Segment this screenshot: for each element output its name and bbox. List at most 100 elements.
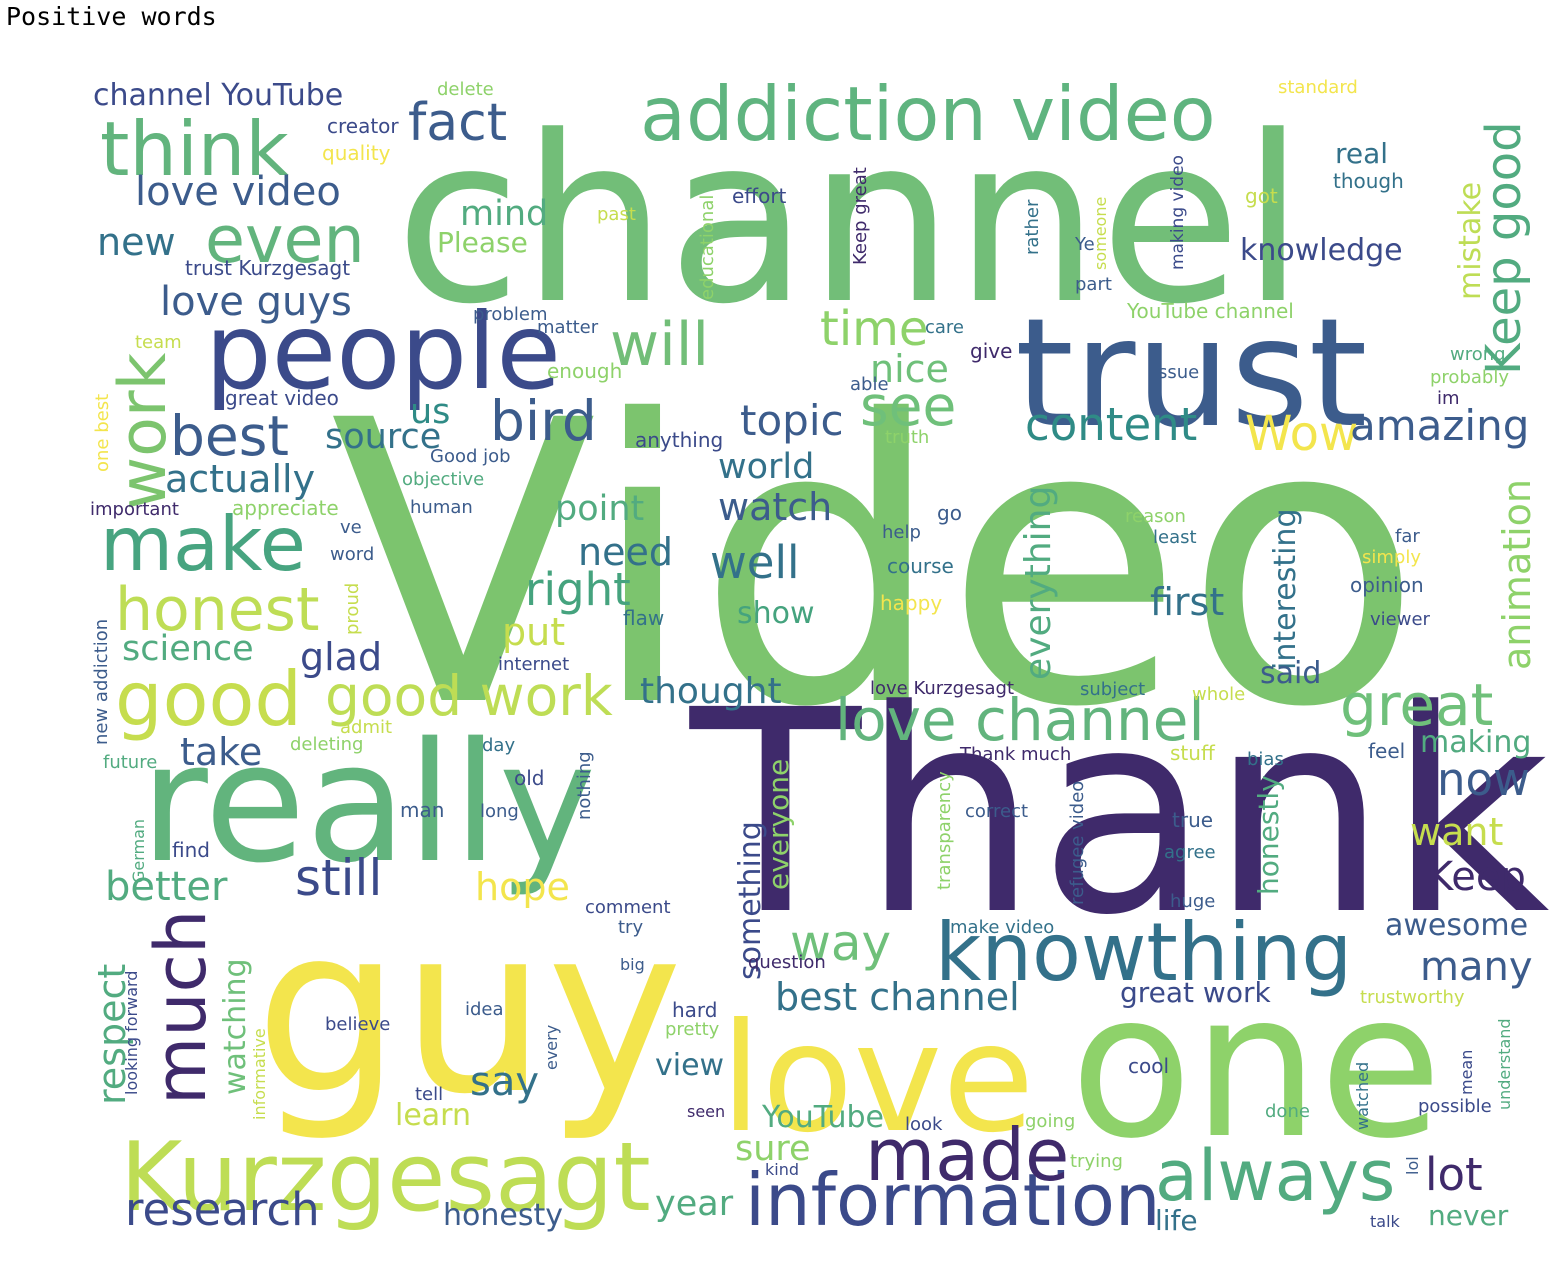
cloud-word-transparency: transparency bbox=[934, 771, 955, 890]
cloud-word-bias: bias bbox=[1247, 749, 1284, 770]
cloud-word-old: old bbox=[514, 766, 545, 790]
cloud-word-life: life bbox=[1155, 1204, 1198, 1237]
cloud-word-honestly: honestly bbox=[1252, 775, 1285, 895]
cloud-word-think: think bbox=[100, 105, 289, 193]
cloud-word-best-channel: best channel bbox=[775, 975, 1020, 1019]
cloud-word-respect: respect bbox=[90, 964, 134, 1105]
cloud-word-believe: believe bbox=[325, 1014, 390, 1035]
cloud-word-done: done bbox=[1265, 1101, 1310, 1122]
cloud-word-keep-good: Keep good bbox=[1476, 121, 1532, 375]
cloud-word-knowledge: knowledge bbox=[1240, 233, 1403, 268]
cloud-word-information: information bbox=[745, 1158, 1161, 1242]
cloud-word-point: point bbox=[555, 489, 644, 529]
cloud-word-good-work: good work bbox=[325, 664, 613, 728]
cloud-word-big: big bbox=[620, 955, 645, 974]
cloud-word-hard: hard bbox=[672, 998, 718, 1022]
cloud-word-watch: watch bbox=[718, 485, 832, 529]
cloud-word-looking-forward: looking forward bbox=[122, 971, 141, 1095]
cloud-word-even: even bbox=[205, 203, 365, 278]
cloud-word-making-video: making video bbox=[1168, 155, 1188, 270]
cloud-word-great-work: great work bbox=[1120, 976, 1271, 1009]
cloud-word-glad: glad bbox=[300, 635, 382, 679]
cloud-word-huge: huge bbox=[1170, 891, 1215, 912]
cloud-word-source: source bbox=[325, 417, 441, 457]
cloud-word-past: past bbox=[597, 204, 636, 225]
cloud-word-one-best: one best bbox=[92, 394, 113, 472]
cloud-word-proud: proud bbox=[342, 583, 363, 635]
cloud-word-made: made bbox=[865, 1113, 1069, 1197]
cloud-word-show: show bbox=[737, 596, 815, 631]
cloud-word-possible: possible bbox=[1418, 1096, 1492, 1117]
cloud-word-im: im bbox=[1437, 388, 1460, 409]
cloud-word-love-guys: love guys bbox=[160, 279, 352, 325]
cloud-word-better: better bbox=[105, 864, 228, 910]
cloud-word-good: good bbox=[115, 655, 302, 743]
cloud-word-love: love bbox=[720, 992, 1035, 1166]
cloud-word-kind: kind bbox=[765, 1160, 799, 1179]
cloud-word-future: future bbox=[103, 752, 157, 773]
cloud-word-everything: everything bbox=[1018, 486, 1059, 680]
cloud-word-look: look bbox=[905, 1114, 943, 1135]
cloud-word-honest: honest bbox=[115, 575, 319, 645]
cloud-word-anything: anything bbox=[635, 428, 723, 452]
cloud-word-take: take bbox=[180, 730, 262, 774]
cloud-word-watching: watching bbox=[218, 958, 253, 1095]
cloud-word-every: every bbox=[542, 1025, 561, 1070]
cloud-word-try: try bbox=[618, 917, 643, 938]
cloud-word-find: find bbox=[172, 838, 210, 862]
cloud-word-bird: bird bbox=[490, 389, 597, 453]
cloud-word-pretty: pretty bbox=[665, 1019, 720, 1040]
cloud-word-talk: talk bbox=[1370, 1212, 1401, 1231]
cloud-word-effort: effort bbox=[732, 184, 787, 208]
cloud-word-cool: cool bbox=[1128, 1054, 1169, 1078]
cloud-word-go: go bbox=[937, 501, 962, 525]
cloud-word-hope: hope bbox=[475, 865, 570, 909]
cloud-word-enough: enough bbox=[547, 359, 622, 383]
cloud-word-someone: someone bbox=[1091, 197, 1110, 270]
cloud-word-see: see bbox=[860, 374, 956, 438]
cloud-word-simply: simply bbox=[1362, 547, 1421, 568]
cloud-word-kurzgesagt: Kurzgesagt bbox=[120, 1123, 651, 1233]
cloud-word-youtube-channel: YouTube channel bbox=[1126, 299, 1294, 323]
cloud-word-word: word bbox=[330, 544, 374, 565]
cloud-word-wrong: wrong bbox=[1450, 344, 1506, 365]
cloud-word-team: team bbox=[135, 332, 182, 353]
cloud-word-admit: admit bbox=[340, 717, 392, 738]
cloud-word-one: one bbox=[1070, 950, 1442, 1183]
cloud-word-keep: Keep bbox=[1427, 854, 1526, 900]
cloud-word-mean: mean bbox=[1457, 1050, 1476, 1095]
cloud-word-world: world bbox=[718, 447, 814, 487]
cloud-word-subject: subject bbox=[1080, 679, 1145, 700]
cloud-word-educational: educational bbox=[697, 195, 718, 300]
cloud-word-now: now bbox=[1437, 753, 1530, 806]
cloud-word-say: say bbox=[470, 1059, 539, 1105]
cloud-word-ve: ve bbox=[340, 517, 362, 538]
cloud-word-science: science bbox=[122, 629, 254, 669]
cloud-word-first: first bbox=[1150, 580, 1224, 624]
cloud-word-understand: understand bbox=[1495, 1018, 1514, 1110]
cloud-word-content: content bbox=[1025, 398, 1197, 451]
cloud-word-work: work bbox=[106, 352, 181, 510]
cloud-word-addiction-video: addiction video bbox=[640, 70, 1216, 158]
cloud-word-thank-much: Thank much bbox=[959, 744, 1071, 765]
cloud-word-trust-kurzgesagt: trust Kurzgesagt bbox=[185, 256, 350, 280]
cloud-word-trying: trying bbox=[1070, 1151, 1123, 1172]
cloud-word-whole: whole bbox=[1192, 684, 1245, 705]
cloud-word-interesting: interesting bbox=[1268, 509, 1303, 670]
cloud-word-nothing: nothing bbox=[574, 751, 595, 820]
cloud-word-deleting: deleting bbox=[290, 734, 363, 755]
cloud-word-need: need bbox=[578, 530, 673, 574]
cloud-word-probably: probably bbox=[1430, 367, 1509, 388]
cloud-word-said: said bbox=[1260, 656, 1321, 691]
cloud-word-lol: lol bbox=[1403, 1156, 1422, 1175]
cloud-word-mistake: mistake bbox=[1453, 182, 1488, 300]
cloud-word-problem: problem bbox=[473, 304, 547, 325]
cloud-word-youtube: YouTube bbox=[761, 1100, 884, 1135]
cloud-word-course: course bbox=[887, 554, 954, 578]
cloud-word-man: man bbox=[400, 798, 444, 822]
cloud-word-new-addiction: new addiction bbox=[91, 619, 112, 745]
cloud-word-love-channel: love channel bbox=[835, 686, 1205, 754]
cloud-word-objective: objective bbox=[402, 469, 484, 490]
cloud-word-real: real bbox=[1335, 137, 1388, 170]
